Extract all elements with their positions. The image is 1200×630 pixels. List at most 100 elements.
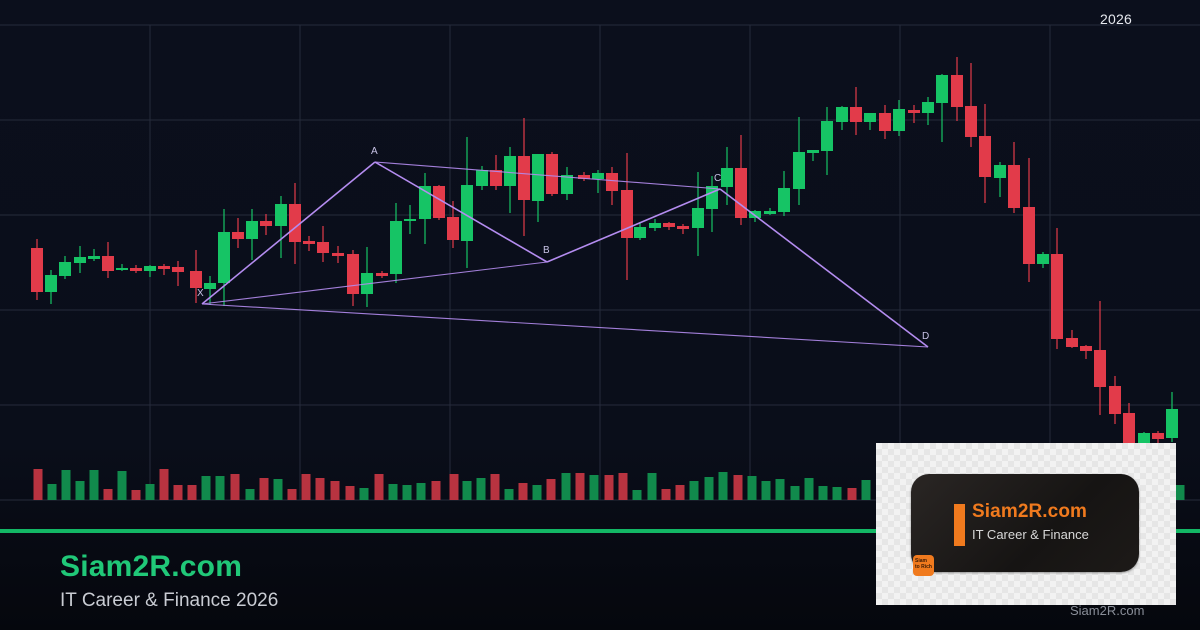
- volume-bar: [173, 485, 183, 500]
- volume-bar: [374, 474, 384, 500]
- candle-body: [390, 221, 402, 274]
- candle-body: [172, 267, 184, 272]
- candle-body: [190, 271, 202, 288]
- candle-up: [561, 167, 573, 200]
- candle-body: [74, 257, 86, 263]
- candle-body: [461, 185, 473, 241]
- badge-line-2: to Rich: [915, 564, 932, 570]
- volume-bar: [761, 481, 771, 500]
- volume-bar: [804, 478, 814, 500]
- candle-body: [922, 102, 934, 113]
- volume-bar: [201, 476, 211, 500]
- volume-bar: [847, 488, 857, 500]
- candle-body: [260, 221, 272, 226]
- candle-up: [936, 74, 948, 142]
- candle-down: [908, 105, 920, 123]
- volume-bar: [117, 471, 127, 500]
- candle-down: [232, 218, 244, 248]
- volume-bar: [661, 489, 671, 500]
- candles: [31, 57, 1178, 445]
- candle-down: [879, 105, 891, 139]
- volume-bar: [47, 484, 57, 500]
- volume-bar: [89, 470, 99, 500]
- candle-up: [504, 147, 516, 213]
- candle-body: [592, 173, 604, 179]
- volume-bar: [718, 472, 728, 500]
- pattern-point-label-d: D: [922, 331, 929, 342]
- candle-up: [692, 172, 704, 256]
- candle-down: [102, 242, 114, 278]
- pattern-leg-line: [374, 161, 548, 263]
- logo-subtitle: IT Career & Finance: [972, 527, 1089, 542]
- candle-down: [965, 63, 977, 147]
- volume-bar: [259, 478, 269, 500]
- candle-body: [546, 154, 558, 194]
- volume-bar: [287, 489, 297, 500]
- brand-title: Siam2R.com: [60, 550, 243, 583]
- candle-body: [1094, 350, 1106, 387]
- volume-bar: [704, 477, 714, 500]
- candle-body: [246, 221, 258, 239]
- volume-bar: [359, 488, 369, 500]
- candle-body: [864, 113, 876, 122]
- candle-body: [490, 170, 502, 186]
- candle-body: [218, 232, 230, 283]
- candle-body: [778, 188, 790, 212]
- candle-up: [1166, 392, 1178, 442]
- candle-body: [116, 268, 128, 270]
- volume-bar: [575, 473, 585, 500]
- candle-down: [1023, 158, 1035, 282]
- candle-up: [461, 137, 473, 268]
- candle-up: [634, 222, 646, 240]
- candle-body: [821, 121, 833, 151]
- volume-bar: [315, 478, 325, 500]
- year-label: 2026: [1100, 11, 1132, 27]
- candle-up: [361, 247, 373, 307]
- candle-body: [1051, 254, 1063, 339]
- candle-body: [879, 113, 891, 131]
- volume-bar: [131, 490, 141, 500]
- candle-body: [144, 266, 156, 271]
- pattern-guide-line: [374, 161, 721, 190]
- pattern-leg-line: [201, 161, 376, 305]
- candle-down: [735, 135, 747, 225]
- volume-bar: [647, 473, 657, 500]
- volume-bar: [187, 485, 197, 500]
- candle-body: [994, 165, 1006, 178]
- candle-body: [749, 211, 761, 218]
- volume-bar: [33, 469, 43, 500]
- candle-body: [476, 170, 488, 186]
- candle-body: [289, 204, 301, 242]
- badge-line-1: Siam: [915, 558, 927, 564]
- candle-down: [951, 57, 963, 121]
- candle-body: [158, 266, 170, 269]
- volume-bar: [632, 490, 642, 500]
- candle-up: [404, 205, 416, 234]
- volume-bar: [775, 479, 785, 500]
- candle-body: [275, 204, 287, 226]
- candle-body: [908, 110, 920, 113]
- candle-up: [994, 162, 1006, 197]
- volume-bar: [462, 481, 472, 500]
- candle-down: [31, 239, 43, 300]
- candle-body: [1023, 207, 1035, 264]
- candle-body: [303, 241, 315, 244]
- watermark: Siam2R.com: [1070, 603, 1145, 618]
- volume-bar: [345, 486, 355, 500]
- candle-up: [116, 264, 128, 271]
- candle-up: [764, 208, 776, 215]
- candle-down: [979, 104, 991, 203]
- candle-body: [578, 175, 590, 179]
- volume-bar: [546, 479, 556, 500]
- candle-down: [447, 201, 459, 248]
- volume-bar: [273, 479, 283, 500]
- candle-down: [289, 183, 301, 264]
- volume-bar: [330, 481, 340, 500]
- volume-bar: [215, 476, 225, 500]
- candle-up: [532, 154, 544, 222]
- candle-up: [275, 196, 287, 258]
- candle-down: [376, 271, 388, 278]
- pattern-point-label-c: C: [714, 173, 721, 184]
- volume-bar: [103, 489, 113, 500]
- candle-up: [836, 106, 848, 130]
